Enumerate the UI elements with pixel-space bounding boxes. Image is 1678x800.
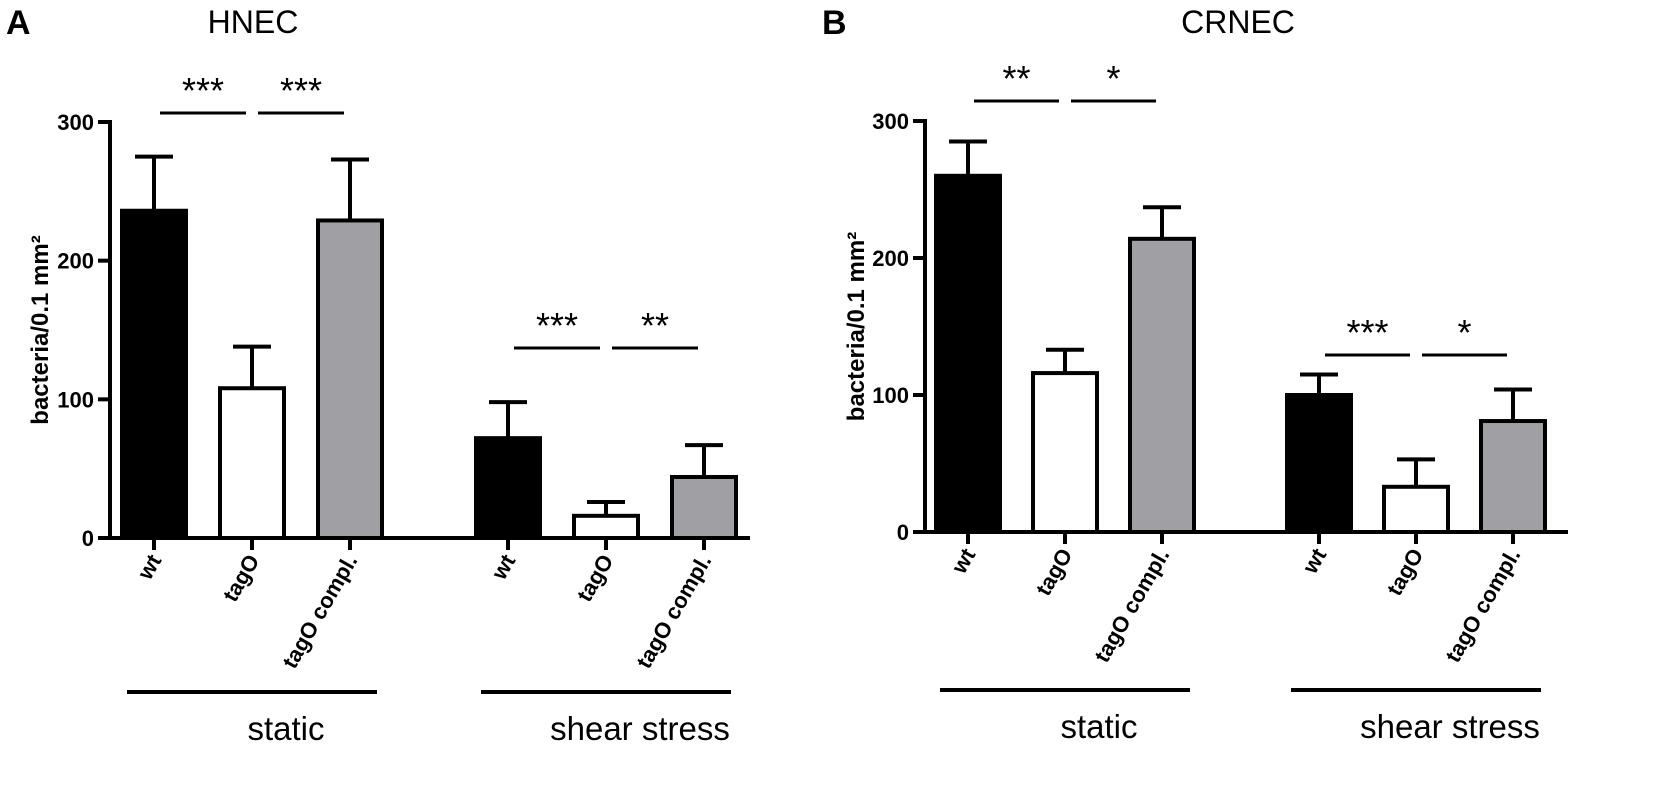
- x-tick-label: wt: [132, 549, 167, 584]
- bar-static-wt: [120, 208, 188, 540]
- significance-label: *: [1457, 312, 1471, 353]
- y-tick-label: 100: [57, 387, 94, 412]
- y-tick-label: 0: [897, 520, 909, 545]
- significance-label: ***: [280, 70, 322, 111]
- significance-label: ***: [536, 305, 578, 346]
- x-tick-label: tagO: [1031, 544, 1078, 600]
- bar-shear-stress-tagO: [572, 513, 640, 541]
- x-tick-label: tagO compl.: [1440, 544, 1525, 667]
- bar-static-wt: [934, 173, 1002, 535]
- group-label: static: [247, 710, 324, 747]
- bar-shear-stress-tagO: [1382, 484, 1450, 535]
- x-tick-label: tagO: [1382, 544, 1429, 600]
- y-tick-label: 0: [82, 526, 94, 551]
- x-tick-label: wt: [486, 549, 521, 584]
- significance-label: **: [641, 305, 669, 346]
- panel-a: A HNEC 0 100 200 300 bacteria/0.1 mm² wt tagO tag…: [6, 4, 750, 747]
- significance-label: ***: [182, 70, 224, 111]
- chart-title: CRNEC: [1181, 4, 1295, 40]
- x-tick-label: tagO: [218, 550, 265, 606]
- y-axis-label: bacteria/0.1 mm²: [843, 232, 870, 421]
- bar-static-tagO: [218, 386, 286, 540]
- y-tick-label: 200: [872, 246, 909, 271]
- panel-letter: B: [822, 4, 847, 42]
- x-tick-label: tagO compl.: [277, 550, 362, 673]
- x-tick-label: tagO compl.: [631, 550, 716, 673]
- significance-label: **: [1002, 58, 1030, 99]
- group-label: static: [1060, 708, 1137, 745]
- bar-static-tagO-compl: [316, 218, 384, 540]
- y-tick-label: 200: [57, 249, 94, 274]
- bar-shear-stress-wt: [1285, 393, 1353, 534]
- bar-static-tagO: [1031, 371, 1099, 534]
- y-tick-label: 300: [57, 110, 94, 135]
- chart-title: HNEC: [208, 4, 299, 40]
- bar-shear-stress-tagO-compl: [670, 474, 738, 540]
- bar-static-tagO-compl: [1128, 236, 1196, 534]
- significance-label: *: [1106, 58, 1120, 99]
- x-tick-label: wt: [946, 543, 981, 578]
- y-tick-label: 300: [872, 109, 909, 134]
- group-label: shear stress: [1360, 708, 1540, 745]
- group-label: shear stress: [550, 710, 730, 747]
- y-tick-label: 100: [872, 383, 909, 408]
- bar-shear-stress-tagO-compl: [1479, 419, 1547, 534]
- x-tick-label: tagO compl.: [1089, 544, 1174, 667]
- x-tick-label: tagO: [572, 550, 619, 606]
- bar-shear-stress-wt: [474, 436, 542, 540]
- significance-label: ***: [1346, 312, 1388, 353]
- panel-letter: A: [6, 4, 31, 42]
- y-axis-label: bacteria/0.1 mm²: [27, 235, 54, 424]
- x-tick-label: wt: [1297, 543, 1332, 578]
